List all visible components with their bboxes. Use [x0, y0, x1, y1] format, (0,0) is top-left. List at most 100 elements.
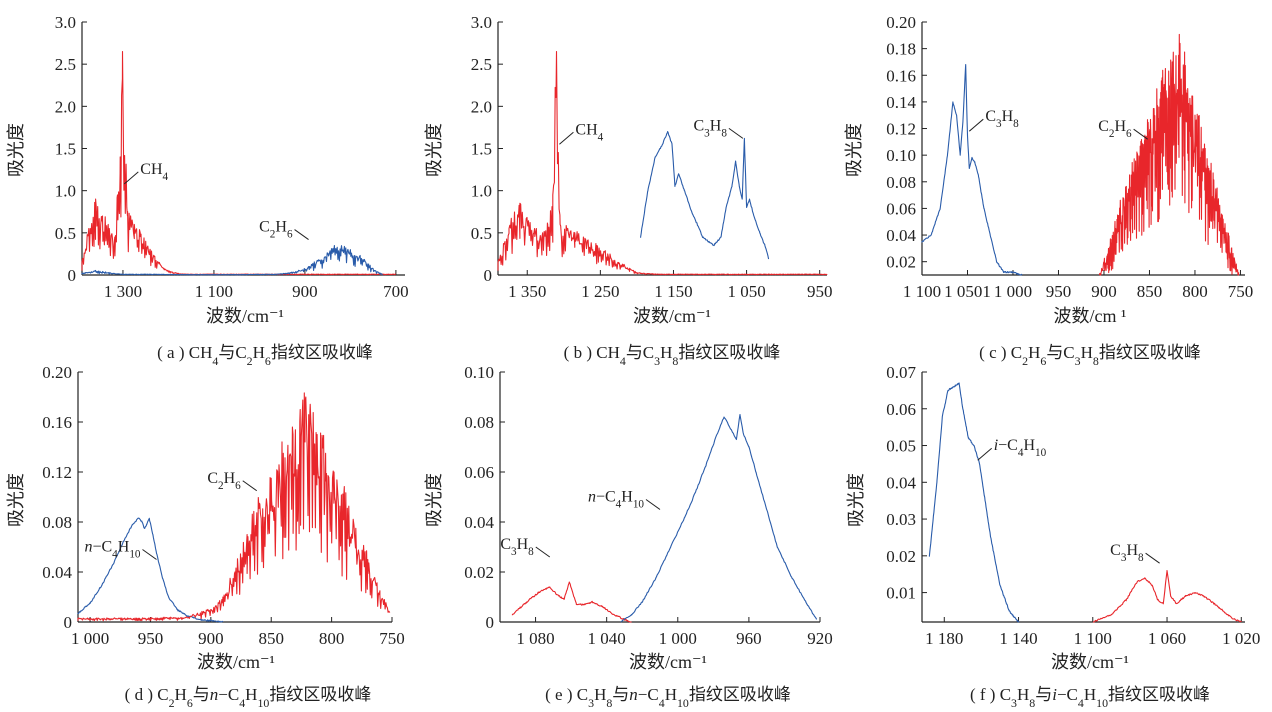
y-tick-label: 0 [68, 266, 77, 285]
annotation-label-part: 6 [287, 229, 293, 241]
panel-caption-part: 指纹区吸收峰 [678, 343, 780, 362]
panel-caption-part: 3 [1011, 696, 1017, 710]
panel-caption-part: 3 [654, 354, 660, 368]
annotation-label-part: H [517, 536, 529, 553]
annotation-label-part: H [1002, 108, 1014, 125]
x-tick-label: 1 180 [925, 629, 963, 648]
panel-caption-part: H [594, 685, 606, 704]
annotation-leader [1133, 128, 1148, 140]
annotation-label: i−C4H10 [994, 437, 1047, 459]
panel-d: 0 0.04 0.08 0.12 0.16 0.20 1 000 950 900 850 800 75… [6, 363, 405, 710]
panel-caption: ( d ) C2H6与n−C4H10指纹区吸收峰 [125, 685, 372, 710]
annotation-label-part: H [1114, 118, 1126, 135]
series-line-red [81, 50, 396, 276]
y-tick-label: 0.07 [886, 363, 916, 382]
panel-caption-part: H [1084, 685, 1096, 704]
series-line-red [1092, 569, 1242, 623]
annotation-label: C3H8 [1110, 542, 1144, 564]
y-tick-label: 0.16 [42, 413, 72, 432]
y-tick-label: 3.0 [55, 13, 76, 32]
annotation-label-part: H [1126, 542, 1138, 559]
x-tick-label: 1 040 [588, 629, 626, 648]
y-tick-label: 0.02 [886, 253, 916, 272]
panel-caption-part: H [1028, 343, 1040, 362]
annotation-label-part: C [259, 219, 270, 236]
panel-caption-part: H [245, 685, 257, 704]
panel-caption-part: 8 [1093, 354, 1099, 368]
y-tick-label: 0.18 [886, 40, 916, 59]
x-tick-label: 1 250 [581, 282, 619, 301]
panel-caption-part: ( a ) CH [157, 343, 212, 362]
series-line-blue [640, 131, 770, 260]
y-tick-label: 0.03 [886, 510, 916, 529]
y-tick-label: 0.06 [886, 400, 916, 419]
x-tick-label: 750 [379, 629, 405, 648]
panel-caption-part: 6 [187, 696, 193, 710]
y-tick-label: 0.08 [464, 413, 494, 432]
y-axis-label: 吸光度 [6, 473, 26, 527]
panel-a: 0 0.5 1.0 1.5 2.0 2.5 3.0 1 300 1 100 900 700 吸光度波数… [6, 13, 409, 368]
panel-caption-part: 与 [612, 685, 629, 704]
x-tick-label: 900 [1091, 282, 1117, 301]
panel-c: 0.02 0.04 0.06 0.08 0.10 0.12 0.14 0.16 0.18 0.20… [844, 13, 1253, 368]
y-tick-label: 0.16 [886, 66, 916, 85]
y-tick-label: 0.20 [886, 13, 916, 32]
panel-caption-part: ( f ) C [970, 685, 1011, 704]
y-tick-label: 0.06 [886, 199, 916, 218]
panel-caption-part: H [1017, 685, 1029, 704]
x-axis-label: 波数/cm⁻¹ [206, 306, 284, 326]
annotation-leader [535, 546, 551, 558]
y-tick-label: 0 [486, 613, 495, 632]
x-tick-label: 1 300 [104, 282, 142, 301]
x-tick-label: 850 [1137, 282, 1163, 301]
annotation-label: C2H6 [207, 470, 241, 492]
panel-caption: ( f ) C3H8与i−C4H10指纹区吸收峰 [970, 685, 1210, 710]
panel-caption: ( c ) C2H6与C3H8指纹区吸收峰 [979, 343, 1201, 368]
series-line-blue [81, 244, 383, 276]
y-tick-label: 2.0 [471, 97, 492, 116]
annotation-label-part: 2 [218, 480, 224, 492]
x-tick-label: 950 [807, 282, 833, 301]
y-axis-label: 吸光度 [844, 123, 864, 177]
y-tick-label: 0.08 [42, 513, 72, 532]
annotation-label: C3H8 [500, 536, 534, 558]
panel-caption-part: 3 [1075, 354, 1081, 368]
y-tick-label: 0.01 [886, 584, 916, 603]
annotation-label-part: −C [596, 489, 616, 506]
y-tick-label: 1.0 [471, 182, 492, 201]
panel-caption-part: n [629, 685, 638, 704]
annotation-label-part: C [500, 536, 511, 553]
panel-caption: ( a ) CH4与C2H6指纹区吸收峰 [157, 343, 373, 368]
annotation-label: C3H8 [694, 117, 728, 139]
annotation-label: C2H6 [259, 219, 293, 241]
panel-caption-part: 指纹区吸收峰 [271, 343, 373, 362]
annotation-label: n−C4H10 [588, 489, 644, 511]
series-line-red [497, 50, 828, 276]
y-axis-label: 吸光度 [6, 123, 26, 177]
annotation-leader [142, 549, 157, 560]
x-tick-label: 1 150 [654, 282, 692, 301]
y-tick-label: 0.14 [886, 93, 916, 112]
y-tick-label: 1.0 [55, 182, 76, 201]
y-tick-label: 1.5 [55, 140, 76, 159]
annotation-label-part: 2 [270, 229, 276, 241]
panel-caption-part: 4 [1078, 696, 1084, 710]
annotation-leader [559, 131, 574, 145]
annotation-leader [968, 118, 984, 132]
panel-caption-part: 6 [1040, 354, 1046, 368]
annotation-label-part: 8 [1013, 118, 1019, 130]
annotation-label-part: C [1098, 118, 1109, 135]
panel-caption-part: 4 [620, 354, 626, 368]
annotation-label-part: CH [575, 121, 598, 138]
panel-caption-part: −C [1057, 685, 1078, 704]
panel-b: 0 0.5 1.0 1.5 2.0 2.5 3.0 1 350 1 250 1 150 1 050 9… [424, 13, 832, 368]
annotation-label-part: H [118, 539, 130, 556]
x-tick-label: 920 [807, 629, 833, 648]
x-tick-label: 1 100 [903, 282, 941, 301]
x-tick-label: 1 100 [195, 282, 233, 301]
panel-caption-part: 8 [606, 696, 612, 710]
panel-caption-part: i [1052, 685, 1057, 704]
y-tick-label: 2.0 [55, 97, 76, 116]
y-axis-label: 吸光度 [424, 123, 444, 177]
annotation-label-part: 4 [163, 171, 169, 183]
